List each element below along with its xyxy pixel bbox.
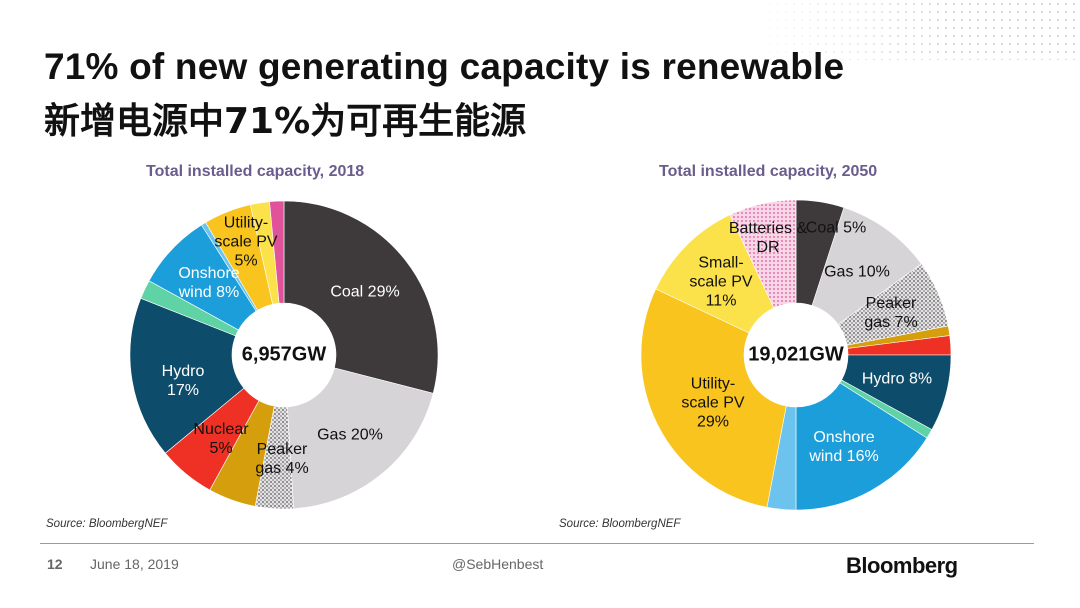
donut-segment-utility-scale-pv-29 [640,288,787,508]
chart-title-2050: Total installed capacity, 2050 [659,163,878,180]
label-gas-2050: Gas 10% [824,263,890,281]
donut-chart-2018 [129,200,439,510]
label-onshore-wind-2050: Onshore wind 16% [809,429,879,465]
donut-segment-coal-29 [283,200,439,394]
donut-segment-batteries-dr [729,199,797,309]
donut-segment-hydro-17 [129,297,245,454]
total-label-2018: 6,957GW [241,343,327,366]
label-coal-2018: Coal 29% [330,283,400,301]
decorative-dot-grid [750,0,1080,60]
label-gas-2018: Gas 20% [317,426,383,444]
source-2018: Source: BloombergNEF [46,518,168,530]
label-onshore-wind-2018: Onshore wind 8% [178,265,240,301]
label-coal-2050: Coal 5% [805,219,867,237]
donut-segment-unlabeled [269,200,285,304]
chart-title-2018: Total installed capacity, 2018 [146,163,365,180]
source-2050: Source: BloombergNEF [559,518,681,530]
label-hydro-2050: Hydro 8% [861,370,933,388]
donut-segment-gas-20 [286,367,434,510]
label-nuclear-2018: Nuclear 5% [193,421,249,457]
footer-divider [40,543,1034,544]
donut-segment-small-scale-pv-11 [655,214,775,334]
slide-subtitle: 新增电源中71%为可再生能源 [44,101,527,142]
author-handle: @SebHenbest [452,556,544,572]
label-peaker-gas-2050: Peaker gas 7% [864,295,918,331]
page-number: 12 [47,556,63,572]
label-utility-pv-2018: Utility-scale PV 5% [214,214,278,270]
slide-date: June 18, 2019 [90,556,179,572]
bloomberg-logo: Bloomberg [846,553,958,578]
label-hydro-2018: Hydro 17% [161,363,205,399]
label-peaker-gas-2018: Peaker gas 4% [255,441,309,477]
label-utility-pv-2050: Utility-scale PV 29% [681,375,745,431]
donut-segment-onshore-wind-16 [795,382,928,511]
label-small-pv-2050: Small-scale PV 11% [689,254,753,310]
total-label-2050: 19,021GW [748,343,844,366]
label-batteries-2050: Batteries & DR [728,220,808,256]
slide-title: 71% of new generating capacity is renewa… [44,46,845,87]
donut-chart-2050 [640,199,952,511]
